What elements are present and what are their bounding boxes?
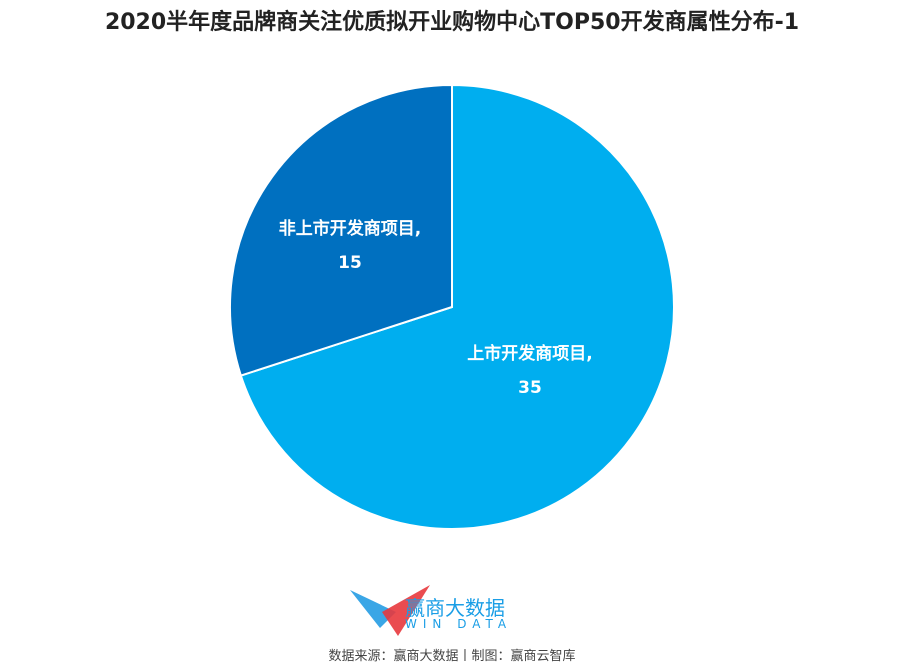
brand-name-cn: 赢商大数据 [405, 596, 505, 620]
chart-title: 2020半年度品牌商关注优质拟开业购物中心TOP50开发商属性分布-1 [104, 10, 800, 35]
data-label-unlisted-name: 非上市开发商项目, [278, 219, 422, 239]
data-label-unlisted: 非上市开发商项目, 15 [250, 212, 450, 280]
data-label-unlisted-value: 15 [338, 253, 362, 273]
data-label-listed: 上市开发商项目, 35 [430, 337, 630, 405]
source-note: 数据来源：赢商大数据丨制图：赢商云智库 [328, 649, 576, 664]
data-label-listed-value: 35 [518, 378, 542, 398]
data-label-listed-name: 上市开发商项目, [467, 344, 593, 364]
pie-slice-0 [239, 83, 675, 530]
brand-name-en: WIN DATA [405, 617, 513, 631]
pie-slice-1 [229, 83, 453, 377]
